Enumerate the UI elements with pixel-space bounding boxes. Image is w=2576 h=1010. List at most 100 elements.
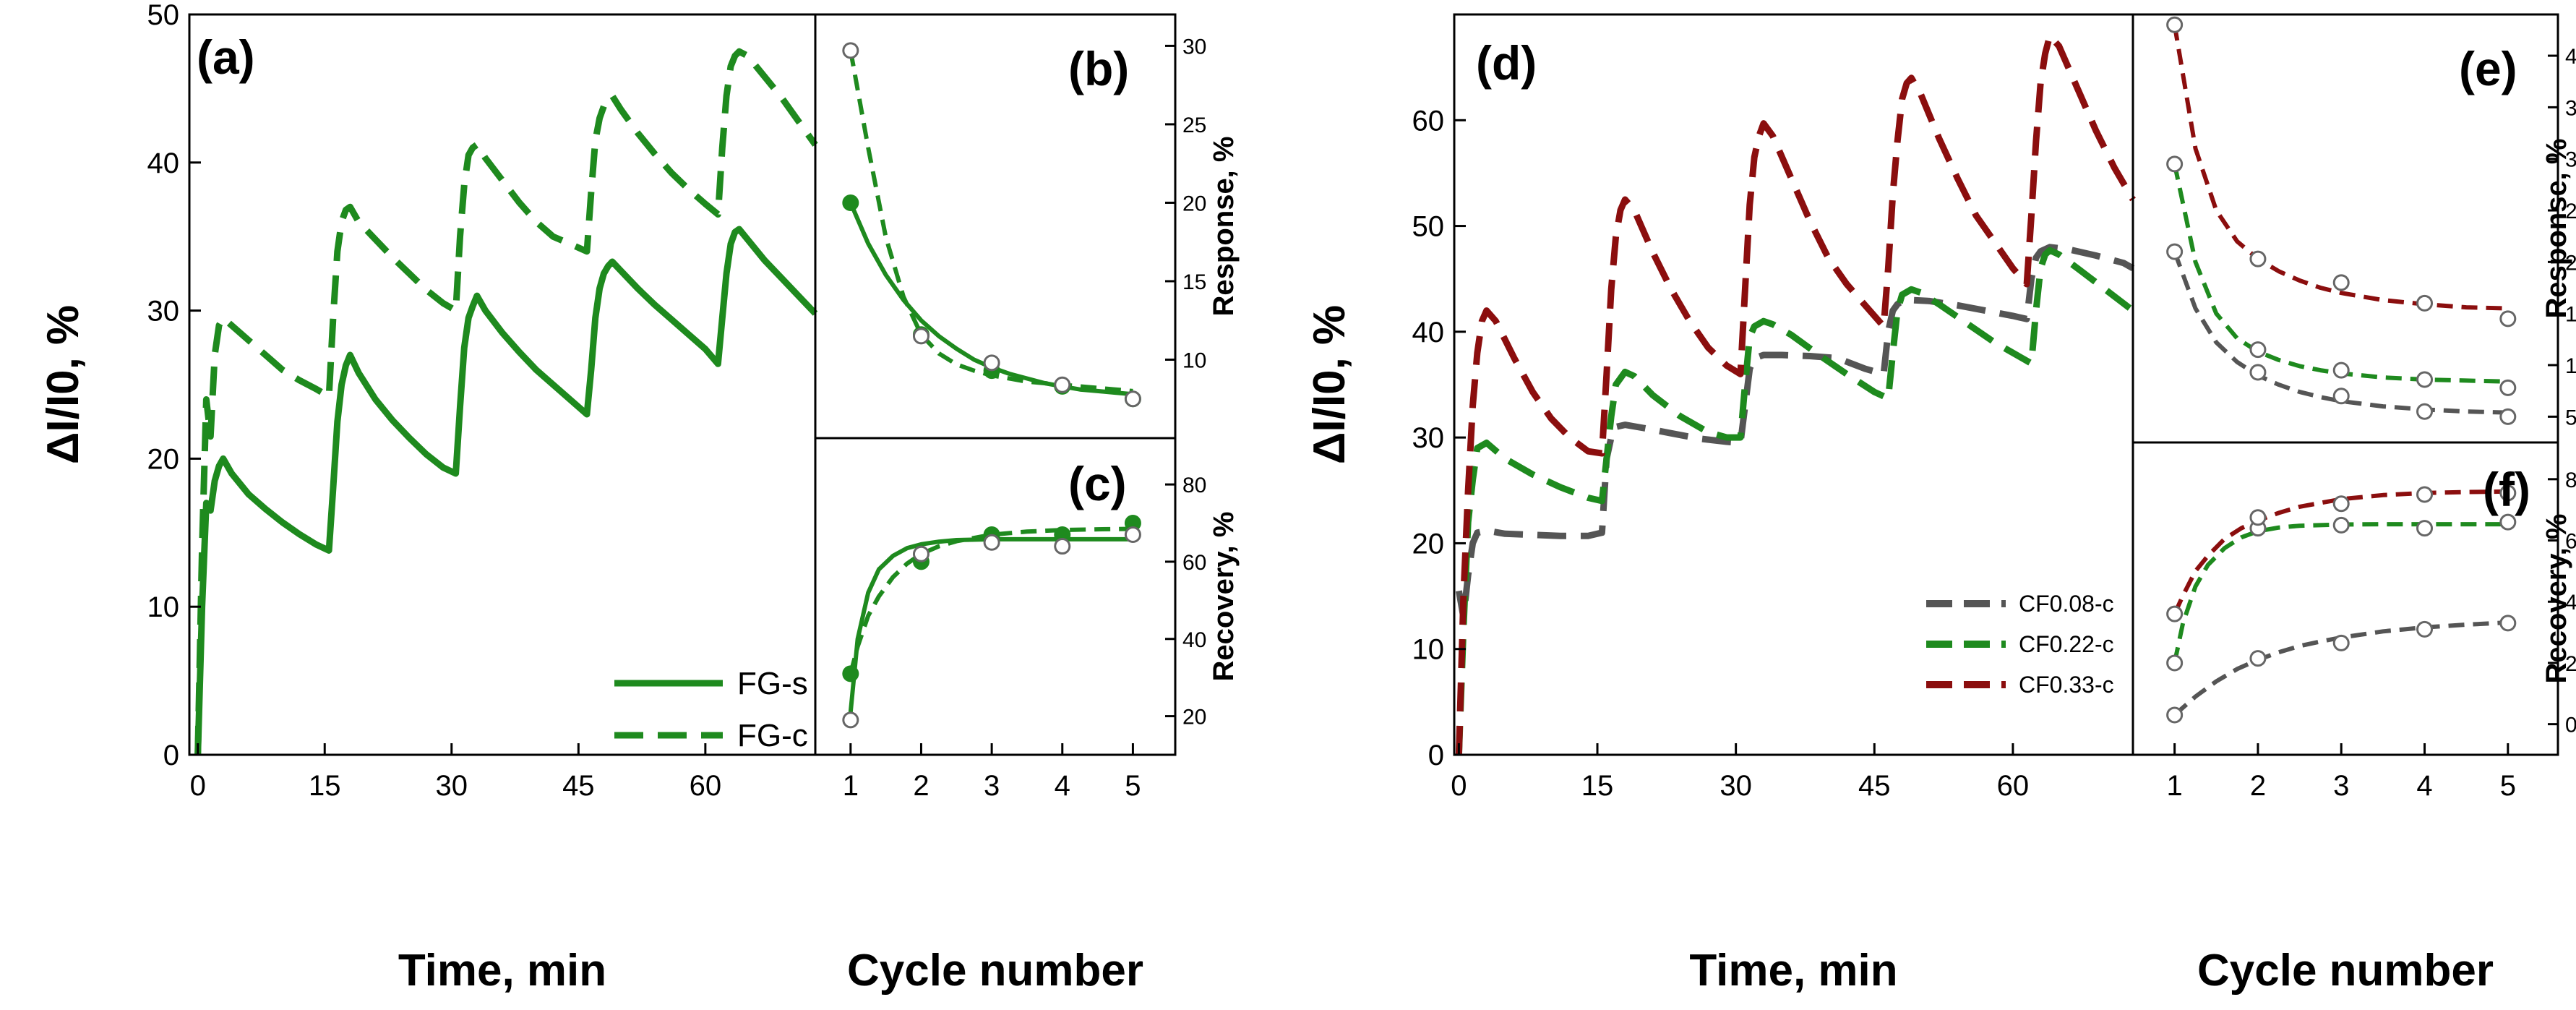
y-tick-label: 10	[2565, 354, 2576, 378]
y-axis-title: Response, %	[2541, 139, 2572, 319]
y-axis-title: Recovery, %	[2541, 514, 2572, 684]
y-tick-label: 30	[1182, 35, 1206, 59]
data-point	[2249, 250, 2267, 268]
data-point	[2249, 509, 2267, 526]
y-axis-title: ΔI/I0, %	[38, 305, 88, 464]
panel-label-b: (b)	[1068, 42, 1129, 95]
x-tick-label: 1	[2167, 770, 2183, 802]
y-tick-label: 0	[2565, 714, 2576, 737]
y-tick-label: 10	[147, 591, 180, 623]
series-line-cf0-22-c	[1455, 247, 2135, 756]
y-tick-label: 15	[2565, 303, 2576, 327]
y-tick-label: 20	[1412, 528, 1445, 560]
data-point	[2416, 371, 2434, 388]
legend-label: CF0.22-c	[2019, 631, 2114, 657]
x-tick-label: 60	[1997, 770, 2030, 802]
x-axis-title: Time, min	[1689, 946, 1897, 996]
y-tick-label: 15	[1182, 270, 1206, 294]
data-point	[2416, 294, 2434, 312]
y-tick-label: 40	[2565, 591, 2576, 615]
data-point	[2416, 520, 2434, 537]
y-tick-label: 10	[1182, 348, 1206, 372]
data-point	[2499, 513, 2517, 531]
data-point	[842, 42, 859, 59]
data-point	[2499, 408, 2517, 425]
data-point	[2416, 403, 2434, 420]
y-tick-label: 80	[1182, 474, 1206, 497]
x-tick-label: 3	[984, 770, 1000, 802]
panel-label-e: (e)	[2459, 42, 2517, 95]
data-point	[2166, 706, 2184, 724]
series-line-fg-s	[194, 226, 818, 756]
data-point	[983, 354, 1000, 372]
y-axis-title: Response, %	[1208, 137, 1240, 317]
y-tick-label: 35	[2565, 96, 2576, 120]
y-tick-label: 40	[147, 147, 180, 179]
x-axis-title: Cycle number	[847, 946, 1143, 996]
x-tick-label: 3	[2333, 770, 2349, 802]
series-group	[1455, 32, 2136, 756]
x-tick-label: 5	[2500, 770, 2516, 802]
series-line-fg-c	[848, 50, 1133, 393]
x-axis-title: Cycle number	[2197, 946, 2494, 996]
y-tick-label: 20	[1182, 192, 1206, 215]
data-point	[842, 194, 859, 211]
y-tick-label: 60	[2565, 530, 2576, 554]
x-tick-label: 30	[1720, 770, 1752, 802]
y-tick-label: 30	[1412, 422, 1445, 454]
y-tick-label: 60	[1412, 105, 1445, 137]
data-point	[2332, 274, 2350, 291]
legend: FG-s FG-c	[614, 666, 808, 753]
y-tick-label: 0	[1428, 740, 1444, 771]
data-point	[1124, 526, 1141, 544]
data-point	[2166, 605, 2184, 622]
data-point	[2332, 361, 2350, 379]
y-tick-label: 0	[163, 740, 179, 771]
plot-area-a	[188, 13, 817, 756]
data-point	[2499, 484, 2517, 502]
data-point	[912, 328, 929, 345]
x-tick-label: 1	[843, 770, 859, 802]
data-point	[2332, 516, 2350, 534]
y-tick-label: 40	[1412, 317, 1445, 348]
panel-label-a: (a)	[197, 30, 255, 84]
y-tick-label: 20	[2565, 652, 2576, 676]
data-point	[2499, 310, 2517, 328]
x-tick-label: 15	[1581, 770, 1614, 802]
legend: CF0.08-c CF0.22-c CF0.33-c	[1926, 591, 2114, 698]
series-line-cf0-33-c	[1455, 32, 2136, 756]
data-point	[2332, 634, 2350, 651]
data-point	[2416, 486, 2434, 503]
panel-label-f: (f)	[2483, 463, 2530, 516]
panel-label-c: (c)	[1068, 457, 1127, 510]
x-tick-label: 45	[562, 770, 595, 802]
series-group	[842, 515, 1141, 729]
legend-label: CF0.08-c	[2019, 591, 2114, 617]
series-group	[2166, 484, 2517, 724]
series-line-fg-s	[848, 536, 1133, 713]
y-tick-label: 30	[147, 296, 180, 328]
y-tick-label: 25	[2565, 200, 2576, 223]
series-group	[194, 48, 818, 756]
series-line-cf0-33-c	[2172, 24, 2508, 311]
series-group	[2166, 16, 2517, 425]
y-tick-label: 80	[2565, 468, 2576, 492]
series-group	[842, 42, 1141, 408]
y-tick-label: 60	[1182, 551, 1206, 575]
data-point	[2166, 243, 2184, 260]
x-tick-label: 4	[2416, 770, 2432, 802]
series-line-cf0-33-c	[2172, 489, 2508, 615]
y-tick-label: 20	[2565, 251, 2576, 275]
data-point	[2499, 379, 2517, 396]
y-axis-title: Recovery, %	[1208, 512, 1240, 682]
y-tick-label: 50	[1412, 211, 1445, 243]
data-point	[842, 711, 859, 729]
data-point	[983, 534, 1000, 551]
data-point	[2166, 155, 2184, 173]
legend-label: CF0.33-c	[2019, 672, 2114, 698]
legend-label: FG-s	[737, 666, 808, 701]
y-tick-label: 25	[1182, 114, 1206, 137]
series-line-cf0-08-c	[1455, 244, 2135, 621]
data-point	[1054, 538, 1071, 555]
